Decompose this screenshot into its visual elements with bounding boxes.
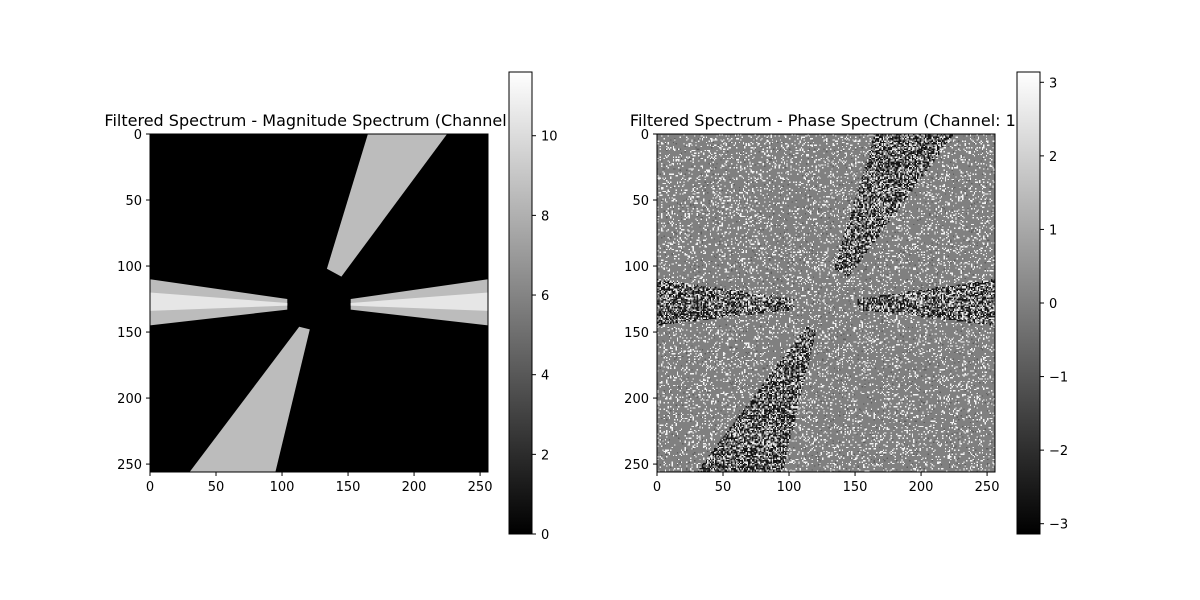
magnitude-x-axis: 0 50 100 150 200 250 (146, 472, 493, 495)
magnitude-y-tick-label: 200 (117, 392, 142, 407)
phase-colorbar-tick-label: −1 (1049, 371, 1068, 386)
phase-y-tick-label: 0 (641, 128, 649, 143)
phase-colorbar-tick-label: 2 (1049, 150, 1057, 165)
phase-x-tick-label: 100 (777, 480, 802, 495)
magnitude-colorbar: 0 2 4 6 8 10 (508, 71, 558, 543)
phase-x-tick-label: 50 (715, 480, 732, 495)
magnitude-x-tick-label: 250 (468, 480, 493, 495)
phase-colorbar-tick-label: 0 (1049, 297, 1057, 312)
magnitude-colorbar-tick-label: 8 (541, 209, 549, 224)
magnitude-wedge-upper-right (326, 134, 448, 277)
phase-y-tick-label: 50 (632, 194, 649, 209)
magnitude-right-band-core (350, 292, 488, 311)
magnitude-image (150, 134, 488, 472)
magnitude-x-tick-label: 0 (146, 480, 154, 495)
phase-y-tick-label: 150 (624, 326, 649, 341)
magnitude-colorbar-gradient (508, 71, 533, 535)
phase-x-tick-label: 150 (843, 480, 868, 495)
magnitude-panel: Filtered Spectrum - Magnitude Spectrum (… (104, 111, 533, 495)
magnitude-y-tick-label: 0 (134, 128, 142, 143)
phase-x-tick-label: 200 (909, 480, 934, 495)
magnitude-wedge-lower-left (189, 326, 310, 472)
phase-colorbar-gradient (1016, 71, 1041, 535)
phase-panel-title: Filtered Spectrum - Phase Spectrum (Chan… (630, 111, 1022, 130)
magnitude-y-tick-label: 150 (117, 326, 142, 341)
magnitude-y-tick-label: 50 (125, 194, 142, 209)
magnitude-x-tick-label: 150 (336, 480, 361, 495)
magnitude-x-tick-label: 200 (402, 480, 427, 495)
magnitude-left-band-core (150, 292, 288, 311)
phase-colorbar: −3 −2 −1 0 1 2 3 (1016, 71, 1068, 535)
phase-y-axis: 0 50 100 150 200 250 (624, 128, 657, 473)
phase-image (657, 134, 995, 472)
phase-colorbar-tick-label: −2 (1049, 444, 1068, 459)
phase-colorbar-ticks: −3 −2 −1 0 1 2 3 (1040, 76, 1068, 533)
magnitude-panel-title: Filtered Spectrum - Magnitude Spectrum (… (104, 111, 533, 130)
phase-y-tick-label: 250 (624, 458, 649, 473)
phase-colorbar-tick-label: −3 (1049, 518, 1068, 533)
magnitude-colorbar-tick-label: 0 (541, 528, 549, 543)
phase-axes-frame (656, 133, 996, 473)
magnitude-x-tick-label: 100 (270, 480, 295, 495)
phase-y-tick-label: 200 (624, 392, 649, 407)
phase-y-tick-label: 100 (624, 260, 649, 275)
phase-colorbar-tick-label: 3 (1049, 76, 1057, 91)
magnitude-y-tick-label: 100 (117, 260, 142, 275)
magnitude-colorbar-tick-label: 2 (541, 448, 549, 463)
phase-spectrum-raster (657, 134, 995, 472)
magnitude-y-tick-label: 250 (117, 458, 142, 473)
magnitude-colorbar-tick-label: 4 (541, 369, 549, 384)
phase-panel: Filtered Spectrum - Phase Spectrum (Chan… (624, 111, 1022, 495)
magnitude-colorbar-ticks: 0 2 4 6 8 10 (532, 130, 558, 543)
magnitude-y-axis: 0 50 100 150 200 250 (117, 128, 150, 473)
magnitude-colorbar-tick-label: 6 (541, 289, 549, 304)
magnitude-axes-frame (149, 133, 489, 473)
phase-colorbar-tick-label: 1 (1049, 223, 1057, 238)
magnitude-colorbar-tick-label: 10 (541, 130, 558, 145)
phase-x-tick-label: 250 (975, 480, 1000, 495)
phase-x-axis: 0 50 100 150 200 250 (653, 472, 1000, 495)
magnitude-x-tick-label: 50 (208, 480, 225, 495)
phase-x-tick-label: 0 (653, 480, 661, 495)
